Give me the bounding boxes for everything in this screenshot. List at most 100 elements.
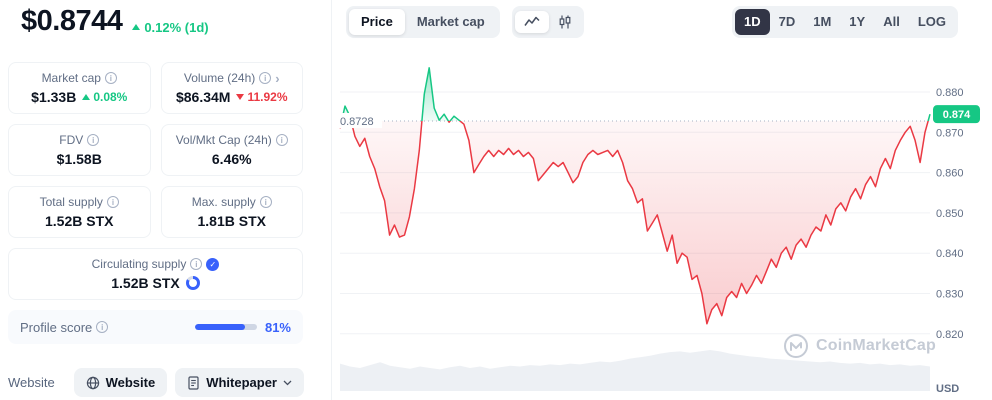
stat-label-text: Market cap xyxy=(41,71,101,85)
range-1y[interactable]: 1Y xyxy=(840,9,874,35)
total-supply-value: 1.52B STX xyxy=(45,213,113,229)
y-axis-label: 0.880 xyxy=(936,87,964,99)
stat-label-text: Max. supply xyxy=(191,195,256,209)
info-icon[interactable]: i xyxy=(190,258,203,270)
info-icon[interactable]: i xyxy=(259,196,272,208)
price-line-above xyxy=(340,67,931,122)
stat-value-text: 1.52B STX xyxy=(111,275,180,291)
website-row-label: Website xyxy=(8,375,55,390)
total-supply-label: Total supply i xyxy=(40,195,119,209)
info-icon[interactable]: i xyxy=(106,196,119,208)
price-header: $0.8744 0.12% (1d) xyxy=(21,5,209,38)
info-icon[interactable]: i xyxy=(104,72,117,84)
stat-label-text: FDV xyxy=(59,133,84,147)
vol-mkt-cap-value: 6.46% xyxy=(212,151,252,167)
y-axis-label: 0.840 xyxy=(936,248,964,260)
circulating-supply-label: Circulating supply i ✓ xyxy=(92,257,220,271)
supply-progress-ring xyxy=(185,276,200,290)
candlestick-chart-type-button[interactable] xyxy=(549,10,581,34)
chart-type-toggle xyxy=(511,6,584,38)
time-range-selector: 1D 7D 1M 1Y All LOG xyxy=(731,6,958,38)
globe-icon xyxy=(86,376,99,389)
y-axis-label: 0.850 xyxy=(936,208,964,220)
max-supply-value: 1.81B STX xyxy=(198,213,266,229)
stat-value-text: 1.81B STX xyxy=(197,213,266,229)
chart-panel: Price Market cap xyxy=(332,0,992,400)
price-chart[interactable]: 0.880 0.870 0.860 0.850 0.840 0.830 0.820 USD 0.… xyxy=(332,42,992,400)
profile-score-label: Profile score i xyxy=(20,320,109,335)
total-supply-card: Total supply i 1.52B STX xyxy=(8,186,151,238)
stat-label-text: Vol/Mkt Cap (24h) xyxy=(175,133,272,147)
price-change-text: 0.12% (1d) xyxy=(144,19,209,35)
y-axis-label: 0.860 xyxy=(936,168,964,180)
profile-score-card: Profile score i 81% xyxy=(8,310,303,344)
market-cap-card: Market cap i $1.33B 0.08% xyxy=(8,62,151,114)
circulating-supply-value: 1.52B STX xyxy=(111,275,200,291)
price-marketcap-toggle: Price Market cap xyxy=(346,6,500,38)
whitepaper-button[interactable]: Whitepaper xyxy=(175,368,304,397)
fdv-value: $1.58B xyxy=(57,151,102,167)
range-all[interactable]: All xyxy=(874,9,909,35)
up-arrow-icon xyxy=(132,24,141,30)
range-1m[interactable]: 1M xyxy=(804,9,840,35)
token-stats-sidebar: $0.8744 0.12% (1d) Market cap i $1.33B 0… xyxy=(0,0,332,400)
area-fill-below xyxy=(340,121,930,324)
current-price-tag xyxy=(933,105,980,124)
fdv-card: FDV i $1.58B xyxy=(8,124,151,176)
down-arrow-icon xyxy=(236,94,245,100)
watermark: CoinMarketCap xyxy=(783,333,936,359)
profile-score-bar xyxy=(194,324,257,330)
verified-check-icon[interactable]: ✓ xyxy=(206,257,220,271)
line-chart-icon xyxy=(524,16,540,26)
circulating-supply-card: Circulating supply i ✓ 1.52B STX xyxy=(8,248,303,300)
info-icon[interactable]: i xyxy=(87,134,100,146)
range-7d[interactable]: 7D xyxy=(770,9,805,35)
info-icon[interactable]: i xyxy=(259,72,272,84)
range-log[interactable]: LOG xyxy=(909,9,955,35)
y-axis-label: 0.820 xyxy=(936,329,964,341)
line-chart-type-button[interactable] xyxy=(514,10,549,33)
profile-score-value: 81% xyxy=(264,319,291,335)
price-change-badge: 0.12% (1d) xyxy=(132,19,209,35)
chevron-right-icon[interactable]: › xyxy=(275,70,280,86)
y-axis-label: 0.830 xyxy=(936,289,964,301)
market-cap-change: 0.08% xyxy=(82,90,127,104)
price-line-below xyxy=(339,121,929,325)
stat-label-text: Volume (24h) xyxy=(183,71,256,85)
watermark-text: CoinMarketCap xyxy=(816,337,936,354)
profile-score-fill xyxy=(194,324,246,330)
stat-value-text: 1.52B STX xyxy=(45,213,114,229)
max-supply-card: Max. supply i 1.81B STX xyxy=(160,186,303,238)
market-cap-label: Market cap i xyxy=(42,71,117,85)
fdv-label: FDV i xyxy=(59,133,100,147)
website-button[interactable]: Website xyxy=(73,368,168,397)
stat-value-text: $86.34M xyxy=(175,89,231,105)
tab-market-cap[interactable]: Market cap xyxy=(405,9,497,35)
candlestick-chart-icon xyxy=(559,15,571,29)
stats-grid: Market cap i $1.33B 0.08% Volume (24h) i… xyxy=(8,62,303,344)
y-axis-label: 0.870 xyxy=(936,127,964,139)
info-icon[interactable]: i xyxy=(275,134,288,146)
stat-value-text: $1.33B xyxy=(31,89,77,105)
chart-toolbar: Price Market cap xyxy=(346,6,958,38)
vol-mkt-cap-card: Vol/Mkt Cap (24h) i 6.46% xyxy=(160,124,303,176)
y-axis-unit: USD xyxy=(936,383,959,395)
volume-area xyxy=(340,350,930,391)
max-supply-label: Max. supply i xyxy=(192,195,272,209)
info-icon[interactable]: i xyxy=(96,321,109,333)
links-row: Website Website Whitepaper xyxy=(8,368,304,397)
current-price: $0.8744 xyxy=(21,5,123,37)
up-arrow-icon xyxy=(82,94,91,100)
tab-price[interactable]: Price xyxy=(349,9,405,35)
stat-label-text: Total supply xyxy=(39,195,103,209)
market-cap-value: $1.33B 0.08% xyxy=(31,89,127,105)
range-1d[interactable]: 1D xyxy=(734,9,770,35)
coinmarketcap-logo-icon xyxy=(784,334,809,358)
stat-label-text: Circulating supply xyxy=(91,257,187,271)
chevron-down-icon xyxy=(283,380,292,385)
document-icon xyxy=(188,375,199,390)
volume-24h-card[interactable]: Volume (24h) i › $86.34M 11.92% xyxy=(160,62,303,114)
volume-24h-change: 11.92% xyxy=(236,90,288,104)
stat-value-text: 6.46% xyxy=(211,151,252,167)
vol-mkt-cap-label: Vol/Mkt Cap (24h) i xyxy=(176,133,288,147)
